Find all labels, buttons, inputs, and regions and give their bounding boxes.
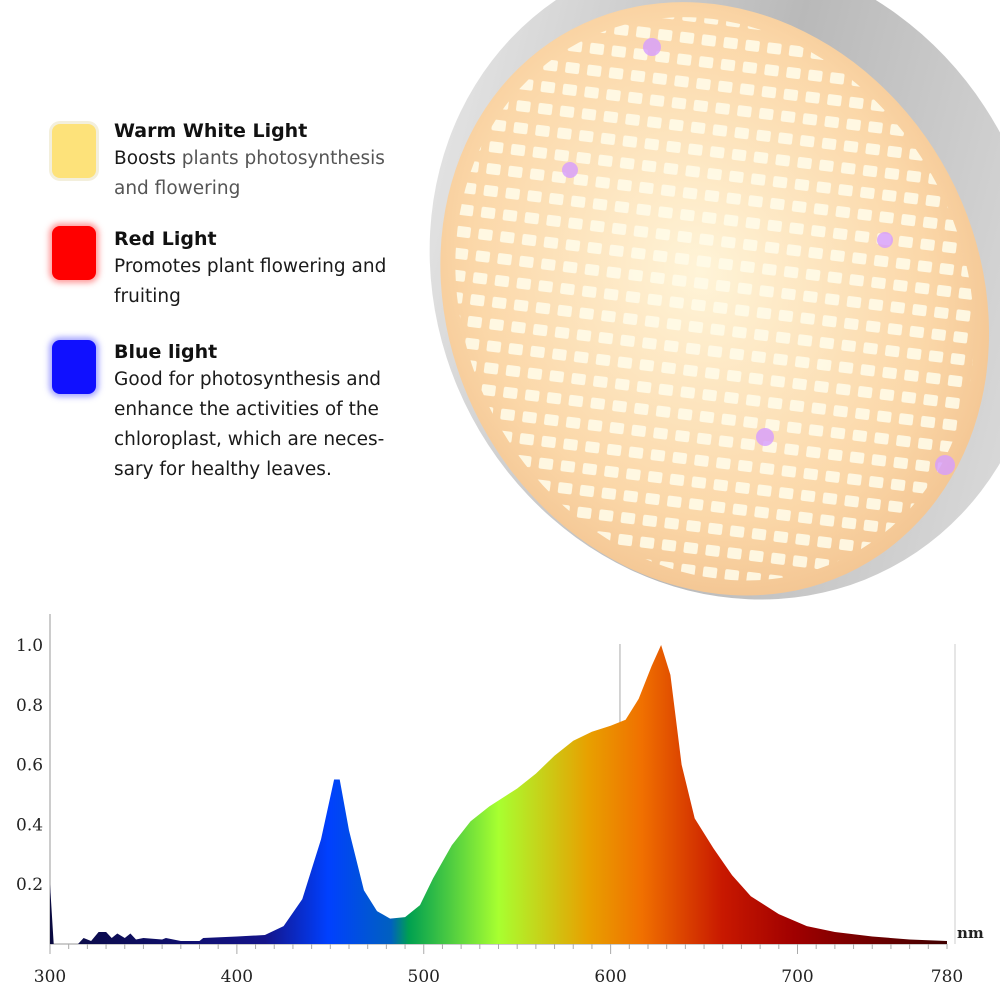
feature-warm-white: Warm White Light Boosts plants photosynt…	[114, 118, 414, 204]
y-tick-label: 0.8	[16, 696, 43, 716]
feature-blue: Blue light Good for photosynthesis and e…	[114, 339, 414, 485]
blue-led-icon	[52, 340, 96, 394]
warm-white-led-icon	[52, 124, 96, 178]
feature-red: Red Light Promotes plant flowering and f…	[114, 226, 414, 312]
grow-light-bulb-image	[429, 0, 1000, 600]
x-tick-label: 300	[34, 967, 66, 987]
x-tick-label: 700	[781, 967, 813, 987]
spectrum-area	[50, 645, 947, 944]
feature-title: Red Light	[114, 228, 217, 250]
x-tick-label: 600	[594, 967, 626, 987]
feature-description: Good for photosynthesis and enhance the …	[114, 369, 385, 480]
y-tick-label: 0.2	[16, 875, 43, 895]
y-tick-label: 1.0	[16, 636, 43, 656]
feature-title: Warm White Light	[114, 120, 308, 142]
y-tick-label: 0.4	[16, 815, 43, 835]
spectrum-chart: 300 400 500 600 700 780 0.2 0.4 0.6 0.8 1.0 nm	[16, 614, 984, 987]
x-axis-unit-label: nm	[957, 924, 984, 942]
x-tick-label: 400	[221, 967, 253, 987]
x-tick-label: 780	[931, 967, 963, 987]
y-tick-label: 0.6	[16, 756, 43, 776]
x-tick-label: 500	[408, 967, 440, 987]
feature-description: Boosts plants photosynthesis and floweri…	[114, 148, 385, 199]
red-led-icon	[52, 226, 96, 280]
feature-title: Blue light	[114, 341, 218, 363]
feature-description: Promotes plant flowering and fruiting	[114, 256, 387, 307]
